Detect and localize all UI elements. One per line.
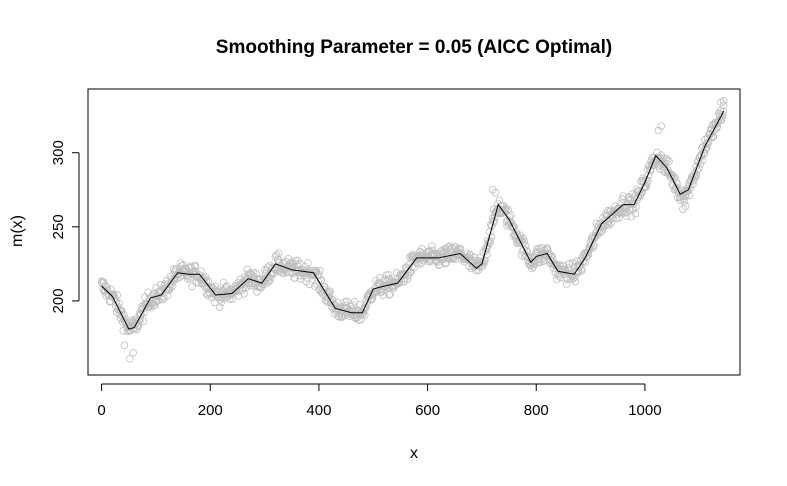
x-tick-label: 600 bbox=[415, 402, 440, 419]
plot-frame bbox=[88, 89, 740, 375]
y-axis-ticks: 200 250 300 bbox=[50, 140, 79, 313]
x-tick-label: 800 bbox=[524, 402, 549, 419]
data-point bbox=[197, 268, 204, 275]
data-point bbox=[130, 349, 137, 356]
y-tick-label: 300 bbox=[50, 140, 67, 165]
y-tick-label: 200 bbox=[50, 288, 67, 313]
x-axis-label: x bbox=[410, 445, 418, 462]
data-point bbox=[121, 342, 128, 349]
chart-title: Smoothing Parameter = 0.05 (AICC Optimal… bbox=[216, 37, 612, 58]
data-point bbox=[508, 212, 515, 219]
x-tick-label: 400 bbox=[306, 402, 331, 419]
data-point bbox=[680, 206, 687, 213]
data-point bbox=[492, 189, 499, 196]
y-tick-label: 250 bbox=[50, 214, 67, 239]
x-tick-label: 1000 bbox=[628, 402, 661, 419]
y-axis-label: m(x) bbox=[9, 215, 26, 247]
data-point bbox=[682, 203, 689, 210]
data-point bbox=[189, 283, 196, 290]
x-axis-ticks: 0 200 400 600 800 1000 bbox=[97, 384, 661, 419]
data-point bbox=[273, 251, 280, 258]
data-point bbox=[489, 186, 496, 193]
x-tick-label: 0 bbox=[97, 402, 105, 419]
x-tick-label: 200 bbox=[198, 402, 223, 419]
observation-points bbox=[98, 97, 727, 362]
data-point bbox=[216, 304, 223, 311]
